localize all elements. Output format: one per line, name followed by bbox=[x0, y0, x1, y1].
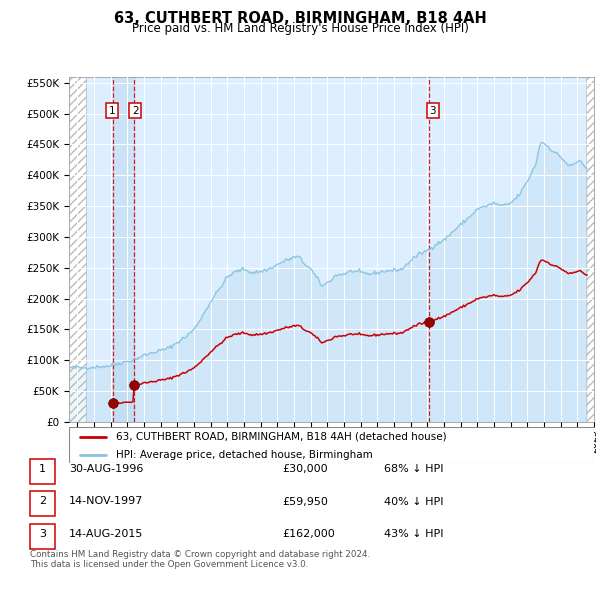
Text: 40% ↓ HPI: 40% ↓ HPI bbox=[384, 497, 443, 506]
Text: 2: 2 bbox=[132, 106, 139, 116]
Text: 2: 2 bbox=[39, 497, 46, 506]
Text: 3: 3 bbox=[39, 529, 46, 539]
Text: 1: 1 bbox=[39, 464, 46, 474]
Text: 3: 3 bbox=[430, 106, 436, 116]
Bar bbox=[586, 77, 594, 422]
Bar bbox=[69, 77, 86, 422]
Text: 30-AUG-1996: 30-AUG-1996 bbox=[69, 464, 143, 474]
Text: 63, CUTHBERT ROAD, BIRMINGHAM, B18 4AH (detached house): 63, CUTHBERT ROAD, BIRMINGHAM, B18 4AH (… bbox=[116, 432, 447, 442]
Text: HPI: Average price, detached house, Birmingham: HPI: Average price, detached house, Birm… bbox=[116, 450, 373, 460]
Text: £59,950: £59,950 bbox=[282, 497, 328, 506]
FancyBboxPatch shape bbox=[69, 427, 594, 463]
Text: Price paid vs. HM Land Registry's House Price Index (HPI): Price paid vs. HM Land Registry's House … bbox=[131, 22, 469, 35]
Bar bbox=[69, 77, 86, 422]
Text: 68% ↓ HPI: 68% ↓ HPI bbox=[384, 464, 443, 474]
Text: £162,000: £162,000 bbox=[282, 529, 335, 539]
Text: 1: 1 bbox=[109, 106, 115, 116]
Text: 14-AUG-2015: 14-AUG-2015 bbox=[69, 529, 143, 539]
Text: £30,000: £30,000 bbox=[282, 464, 328, 474]
Text: 43% ↓ HPI: 43% ↓ HPI bbox=[384, 529, 443, 539]
Text: 14-NOV-1997: 14-NOV-1997 bbox=[69, 497, 143, 506]
Bar bbox=[113, 77, 134, 422]
Bar bbox=[586, 77, 594, 422]
Text: Contains HM Land Registry data © Crown copyright and database right 2024.
This d: Contains HM Land Registry data © Crown c… bbox=[30, 550, 370, 569]
Text: 63, CUTHBERT ROAD, BIRMINGHAM, B18 4AH: 63, CUTHBERT ROAD, BIRMINGHAM, B18 4AH bbox=[113, 11, 487, 25]
